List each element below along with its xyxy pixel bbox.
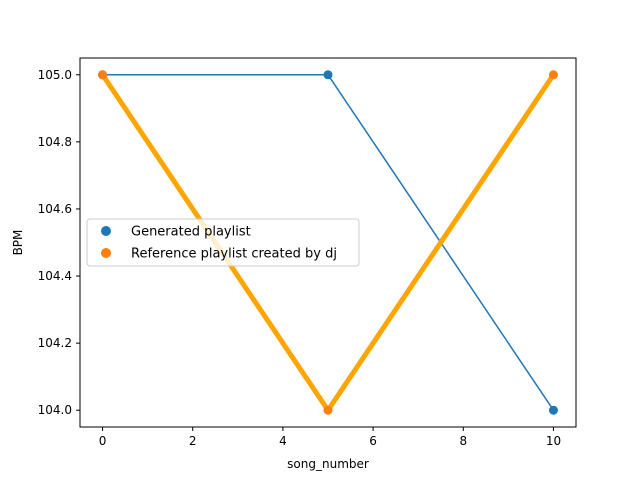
x-tick-label-3: 6 <box>369 434 377 448</box>
series-1-point-0 <box>98 70 108 80</box>
series-1-point-1 <box>323 405 333 415</box>
x-tick-label-0: 0 <box>99 434 107 448</box>
series-0-point-2 <box>548 405 558 415</box>
plot-frame <box>79 57 577 428</box>
y-axis-label: BPM <box>11 230 25 256</box>
series-layer <box>98 70 558 415</box>
y-tick-label-3: 104.6 <box>38 202 72 216</box>
x-tick-label-4: 8 <box>459 434 467 448</box>
legend-box <box>86 218 360 267</box>
x-tick-label-5: 10 <box>546 434 561 448</box>
y-tick-label-5: 105.0 <box>38 68 72 82</box>
y-tick-label-1: 104.2 <box>38 336 72 350</box>
legend-marker-generated <box>101 226 111 236</box>
x-tick-label-2: 4 <box>279 434 287 448</box>
series-0-point-1 <box>323 70 333 80</box>
legend-label-reference: Reference playlist created by dj <box>131 247 337 262</box>
x-axis-label: song_number <box>287 457 369 471</box>
y-tick-label-4: 104.8 <box>38 135 72 149</box>
legend-label-generated: Generated playlist <box>131 225 251 240</box>
series-1-point-2 <box>548 70 558 80</box>
legend-marker-reference <box>101 248 111 258</box>
y-tick-label-2: 104.4 <box>38 269 72 283</box>
legend: Generated playlist Reference playlist cr… <box>86 218 360 267</box>
y-tick-label-0: 104.0 <box>38 403 72 417</box>
x-axis: 0 2 4 6 8 10 <box>99 427 561 448</box>
x-tick-label-1: 2 <box>189 434 197 448</box>
y-axis: 104.0 104.2 104.4 104.6 104.8 105.0 <box>38 68 80 417</box>
